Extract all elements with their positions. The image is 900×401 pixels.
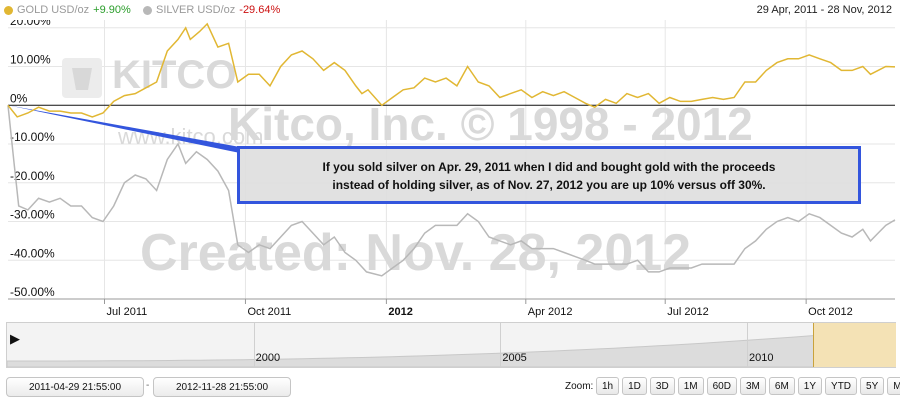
zoom-label: Zoom: bbox=[565, 381, 594, 392]
annotation-line-1: If you sold silver on Apr. 29, 2011 when… bbox=[322, 160, 776, 174]
x-tick-label: 2012 bbox=[388, 306, 412, 318]
zoom-button-60d[interactable]: 60D bbox=[706, 377, 737, 395]
navigator-year-label: 2005 bbox=[502, 352, 527, 364]
zoom-button-1d[interactable]: 1D bbox=[622, 377, 647, 395]
zoom-buttons: 1h1D3D1M60D3M6M1YYTD5YMAX bbox=[596, 377, 900, 395]
legend-gold-label: GOLD USD/oz bbox=[17, 4, 90, 16]
legend-gold-change: +9.90% bbox=[93, 4, 131, 16]
y-tick-label: -30.00% bbox=[10, 208, 55, 222]
legend-silver-label: SILVER USD/oz bbox=[156, 4, 236, 16]
navigator-year-tick bbox=[500, 323, 502, 367]
watermark-logo: KITCO bbox=[112, 53, 236, 97]
zoom-button-1h[interactable]: 1h bbox=[596, 377, 620, 395]
zoom-button-max[interactable]: MAX bbox=[887, 377, 900, 395]
date-range-text: 29 Apr, 2011 - 28 Nov, 2012 bbox=[756, 4, 892, 16]
legend-item-gold[interactable]: GOLD USD/oz +9.90% bbox=[4, 4, 131, 16]
legend-silver-change: -29.64% bbox=[239, 4, 281, 16]
y-tick-label: -20.00% bbox=[10, 169, 55, 183]
from-date-input[interactable]: 2011-04-29 21:55:00 bbox=[6, 377, 144, 397]
gold-dot-icon bbox=[4, 5, 13, 15]
x-tick-label: Jul 2011 bbox=[107, 306, 148, 318]
annotation-line-2: instead of holding silver, as of Nov. 27… bbox=[332, 178, 766, 192]
gold-series-line[interactable] bbox=[7, 22, 896, 118]
zoom-button-ytd[interactable]: YTD bbox=[825, 377, 858, 395]
to-date-input[interactable]: 2012-11-28 21:55:00 bbox=[153, 377, 291, 397]
x-tick-label: Oct 2012 bbox=[808, 306, 853, 318]
zoom-button-5y[interactable]: 5Y bbox=[860, 377, 885, 395]
annotation-arrow bbox=[8, 105, 240, 153]
x-tick-label: Jul 2012 bbox=[667, 306, 709, 318]
y-tick-label: -10.00% bbox=[10, 130, 55, 144]
watermark-copyright: Kitco, Inc. © 1998 - 2012 bbox=[228, 98, 753, 150]
x-tick-label: Oct 2011 bbox=[247, 306, 291, 318]
y-tick-label: 20.00% bbox=[10, 20, 51, 28]
y-tick-label: -50.00% bbox=[10, 285, 55, 299]
navigator-series-area bbox=[7, 328, 895, 367]
zoom-button-3d[interactable]: 3D bbox=[649, 377, 675, 395]
y-tick-label: 10.00% bbox=[10, 53, 51, 67]
silver-dot-icon bbox=[143, 5, 152, 15]
navigator-area bbox=[7, 328, 895, 367]
range-controls: 2011-04-29 21:55:00 - 2012-11-28 21:55:0… bbox=[0, 375, 900, 399]
chart-legend: GOLD USD/oz +9.90% SILVER USD/oz -29.64%… bbox=[0, 0, 900, 20]
watermark-created: Created: Nov. 28, 2012 bbox=[140, 224, 691, 282]
annotation-box: If you sold silver on Apr. 29, 2011 when… bbox=[237, 146, 861, 204]
watermark: KITCO www.kitco.com Kitco, Inc. © 1998 -… bbox=[62, 53, 753, 282]
zoom-button-1m[interactable]: 1M bbox=[677, 377, 704, 395]
navigator[interactable]: ▶ 2000 2005 2010 bbox=[6, 322, 896, 368]
navigator-year-label: 2010 bbox=[749, 352, 774, 364]
silver-series-line[interactable] bbox=[7, 105, 896, 277]
x-tick-label: Apr 2012 bbox=[528, 306, 573, 318]
navigator-selection[interactable] bbox=[812, 323, 896, 367]
play-icon[interactable]: ▶ bbox=[10, 331, 20, 346]
navigator-year-tick bbox=[747, 323, 748, 367]
y-tick-label: -40.00% bbox=[10, 246, 55, 260]
zoom-button-3m[interactable]: 3M bbox=[739, 377, 766, 395]
zoom-button-6m[interactable]: 6M bbox=[768, 377, 795, 395]
date-separator: - bbox=[146, 380, 150, 391]
watermark-site: www.kitco.com bbox=[117, 124, 263, 149]
kitco-logo-icon bbox=[62, 58, 102, 98]
y-tick-label: 0% bbox=[10, 91, 28, 105]
navigator-year-label: 2000 bbox=[255, 352, 281, 364]
zoom-button-1y[interactable]: 1Y bbox=[797, 377, 823, 395]
navigator-year-tick bbox=[253, 323, 255, 367]
legend-item-silver[interactable]: SILVER USD/oz -29.64% bbox=[143, 4, 280, 16]
